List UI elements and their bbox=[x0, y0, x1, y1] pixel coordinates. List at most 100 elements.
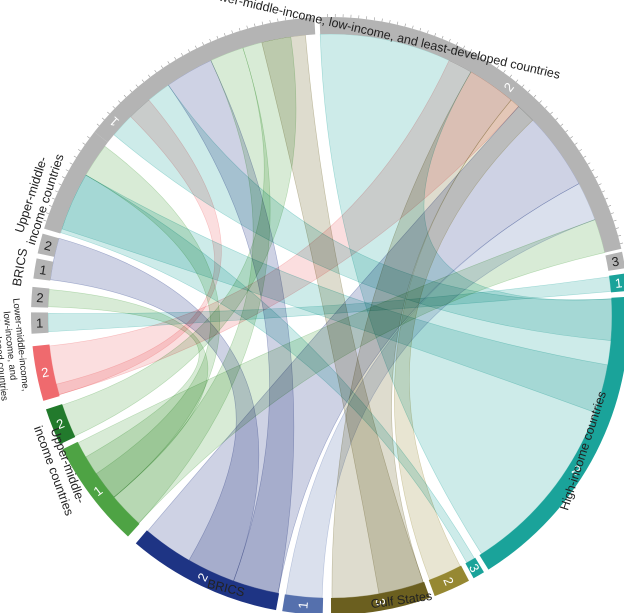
segment-number: 1 bbox=[36, 316, 44, 331]
arc-tick bbox=[174, 56, 177, 60]
arc-tick bbox=[476, 53, 479, 56]
arc-tick bbox=[51, 197, 55, 200]
arc-tick bbox=[412, 25, 414, 29]
arc-tick bbox=[591, 169, 595, 172]
arc-tick bbox=[129, 89, 133, 93]
arc-tick bbox=[61, 176, 65, 179]
arc-tick bbox=[509, 74, 512, 78]
chord-group-arc bbox=[465, 557, 484, 579]
segment-number: 2 bbox=[40, 364, 50, 380]
arc-tick bbox=[579, 149, 582, 152]
arc-tick bbox=[231, 30, 233, 34]
arc-tick bbox=[223, 33, 226, 37]
arc-tick bbox=[615, 227, 619, 229]
arc-tick bbox=[112, 105, 116, 109]
arc-tick bbox=[107, 111, 110, 115]
chord-group-arc bbox=[319, 17, 622, 253]
arc-tick bbox=[389, 20, 391, 24]
chord-group-arc bbox=[428, 565, 469, 597]
arc-tick bbox=[160, 65, 164, 69]
arc-tick bbox=[135, 84, 139, 88]
arc-tick bbox=[261, 21, 264, 25]
chord-group-arc bbox=[45, 404, 76, 445]
arc-tick bbox=[503, 69, 506, 73]
group-label: BRICS bbox=[10, 247, 30, 287]
chord-group-arc bbox=[135, 530, 280, 611]
arc-tick bbox=[181, 53, 184, 56]
arc-tick bbox=[209, 38, 212, 42]
arc-tick bbox=[55, 190, 59, 193]
arc-tick bbox=[555, 117, 559, 121]
arc-tick bbox=[101, 117, 105, 121]
chord-ribbon bbox=[77, 219, 606, 524]
arc-tick bbox=[605, 197, 609, 200]
arc-tick bbox=[610, 212, 614, 215]
arc-tick bbox=[65, 169, 69, 172]
arc-tick bbox=[483, 56, 486, 60]
arc-tick bbox=[78, 149, 81, 152]
arc-tick bbox=[463, 45, 466, 49]
arc-tick bbox=[595, 176, 599, 179]
group-label: Lower-middle-income,low-income, andleast… bbox=[0, 290, 32, 401]
arc-tick bbox=[202, 42, 204, 46]
arc-tick bbox=[73, 155, 77, 158]
chord-group-arc bbox=[37, 233, 59, 257]
arc-tick bbox=[58, 183, 62, 186]
arc-tick bbox=[404, 23, 406, 27]
arc-tick bbox=[141, 79, 145, 83]
arc-tick bbox=[490, 61, 493, 64]
arc-tick bbox=[456, 42, 458, 46]
arc-tick bbox=[608, 205, 612, 207]
arc-tick bbox=[521, 84, 525, 88]
arc-tick bbox=[167, 61, 170, 64]
arc-tick bbox=[238, 27, 241, 31]
arc-tick bbox=[570, 136, 573, 139]
chord-group-arc bbox=[62, 441, 140, 537]
arc-tick bbox=[441, 35, 444, 39]
arc-tick bbox=[601, 190, 605, 193]
arc-tick bbox=[48, 205, 52, 207]
arc-tick bbox=[620, 242, 624, 244]
segment-number: 3 bbox=[372, 597, 388, 607]
arc-tick bbox=[194, 45, 197, 49]
chord-group-arc bbox=[94, 17, 316, 143]
arc-tick bbox=[82, 142, 86, 145]
arc-tick bbox=[216, 35, 219, 39]
arc-tick bbox=[618, 235, 622, 237]
chord-arcs bbox=[31, 14, 624, 613]
arc-tick bbox=[396, 21, 399, 25]
arc-tick bbox=[381, 18, 383, 22]
arc-tick bbox=[550, 111, 553, 115]
arc-tick bbox=[533, 94, 537, 98]
arc-tick bbox=[87, 136, 90, 139]
segment-number: 1 bbox=[295, 601, 311, 610]
arc-tick bbox=[527, 89, 531, 93]
segment-number: 2 bbox=[36, 290, 44, 305]
arc-tick bbox=[246, 25, 248, 29]
chord-group-arc bbox=[44, 131, 108, 234]
chord-group-arc bbox=[282, 594, 324, 613]
chord-group-arc bbox=[31, 312, 49, 334]
arc-tick bbox=[515, 79, 519, 83]
arc-tick bbox=[434, 33, 437, 37]
arc-tick bbox=[123, 94, 127, 98]
arc-tick bbox=[544, 105, 548, 109]
segment-number: 1 bbox=[614, 275, 623, 291]
arc-tick bbox=[574, 142, 578, 145]
arc-tick bbox=[448, 38, 451, 42]
chord-ribbons bbox=[47, 33, 613, 599]
arc-tick bbox=[148, 74, 151, 78]
chord-group-arc bbox=[479, 296, 624, 570]
arc-tick bbox=[598, 183, 602, 186]
arc-tick bbox=[154, 69, 157, 73]
chord-ribbon bbox=[394, 99, 534, 581]
arc-tick bbox=[69, 162, 73, 165]
chord-group-arc bbox=[609, 273, 624, 293]
arc-tick bbox=[613, 219, 617, 222]
arc-tick bbox=[587, 162, 591, 165]
arc-tick bbox=[496, 65, 500, 69]
chord-group-arc bbox=[31, 286, 50, 308]
chord-group-arc bbox=[330, 581, 430, 613]
arc-tick bbox=[539, 100, 542, 103]
